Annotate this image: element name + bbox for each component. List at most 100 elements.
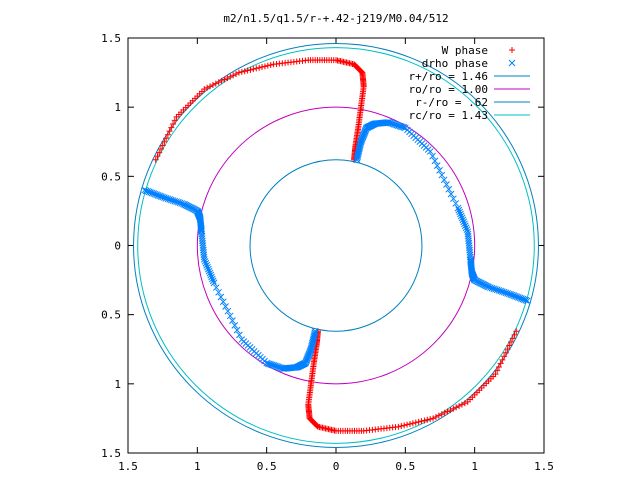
data-point: [454, 204, 462, 212]
data-point: [432, 414, 439, 421]
data-point: [208, 273, 215, 281]
data-point: [444, 408, 451, 415]
y-tick-label: 0: [114, 240, 121, 253]
data-point: [159, 142, 166, 149]
data-point: [495, 364, 502, 371]
y-tick-label: 1: [114, 378, 121, 391]
data-point: [398, 423, 405, 430]
data-point: [215, 288, 222, 296]
data-point: [156, 149, 163, 156]
chart-title: m2/n1.5/q1.5/r-+.42-j219/M0.04/512: [223, 12, 448, 25]
y-tick-label: 0.5: [101, 309, 121, 322]
data-point: [206, 269, 214, 277]
legend-label: r+/ro = 1.46: [409, 70, 488, 83]
series-drho-phase: [141, 119, 531, 372]
data-point: [202, 259, 210, 267]
data-point: [244, 67, 251, 74]
data-point: [161, 138, 168, 145]
data-point: [212, 80, 219, 87]
data-point: [412, 419, 419, 426]
data-point: [404, 421, 411, 428]
data-point: [173, 113, 180, 120]
data-point: [281, 365, 288, 372]
data-point: [171, 117, 178, 124]
data-point: [400, 124, 408, 131]
data-point: [418, 418, 425, 425]
data-point: [229, 317, 236, 325]
data-point: [238, 336, 246, 343]
data-point: [455, 206, 463, 214]
data-point: [445, 185, 453, 193]
data-point: [250, 66, 257, 73]
data-point: [461, 220, 468, 228]
data-point: [395, 423, 402, 430]
data-point: [227, 73, 234, 80]
data-point: [424, 416, 431, 423]
data-point: [409, 420, 416, 427]
data-point: [203, 261, 211, 269]
data-point: [492, 371, 499, 378]
legend-label: rc/ro = 1.43: [409, 109, 488, 122]
data-point: [207, 271, 215, 279]
data-point: [501, 353, 508, 360]
data-point: [426, 148, 434, 155]
data-point: [224, 75, 231, 82]
data-point: [458, 401, 465, 408]
y-tick-label: 1.5: [101, 32, 121, 45]
data-point: [215, 79, 222, 86]
circle-r-: [249, 159, 423, 332]
data-point: [462, 224, 470, 232]
y-tick-label: 1: [114, 101, 121, 114]
data-point: [141, 186, 148, 194]
circle-r+: [133, 43, 539, 448]
data-point: [204, 263, 211, 271]
data-point: [440, 176, 448, 184]
data-point: [450, 195, 457, 203]
data-point: [235, 69, 242, 76]
data-point: [221, 76, 228, 83]
data-point: [433, 162, 441, 169]
data-point: [453, 404, 460, 411]
data-point: [247, 66, 254, 73]
data-point: [460, 218, 468, 226]
data-point: [256, 64, 263, 71]
data-point: [201, 257, 209, 265]
circle-ro: [196, 106, 476, 385]
data-point: [209, 275, 216, 283]
data-point: [233, 70, 240, 77]
x-tick-label: 0.5: [257, 460, 277, 473]
data-point: [524, 297, 531, 305]
data-point: [210, 279, 218, 287]
axis-ticks: 1.5 1 0.5 0 0.5 1 1.51.510.500.511.5: [101, 32, 554, 473]
data-point: [427, 416, 434, 423]
data-point: [253, 65, 260, 72]
data-point: [222, 303, 229, 310]
data-point: [494, 367, 501, 374]
y-tick-label: 1.5: [101, 447, 121, 460]
data-point: [499, 356, 506, 363]
data-point: [168, 124, 175, 131]
data-point: [438, 171, 446, 179]
data-point: [224, 307, 232, 315]
data-point: [261, 63, 268, 70]
series-w-phase: [152, 57, 520, 434]
data-point: [267, 61, 274, 68]
data-point: [212, 284, 220, 291]
data-point: [236, 331, 243, 339]
data-point: [401, 422, 408, 429]
data-point: [142, 187, 150, 195]
data-point: [447, 407, 454, 414]
data-point: [509, 47, 515, 53]
data-point: [204, 84, 211, 91]
data-point: [204, 265, 212, 273]
data-point: [218, 77, 225, 84]
data-point: [264, 62, 271, 69]
data-point: [452, 200, 460, 207]
data-point: [207, 83, 214, 90]
legend-label: r-/ro = .62: [415, 96, 488, 109]
data-point: [456, 402, 463, 409]
data-point: [508, 338, 515, 345]
data-point: [457, 210, 464, 218]
data-point: [461, 222, 469, 230]
